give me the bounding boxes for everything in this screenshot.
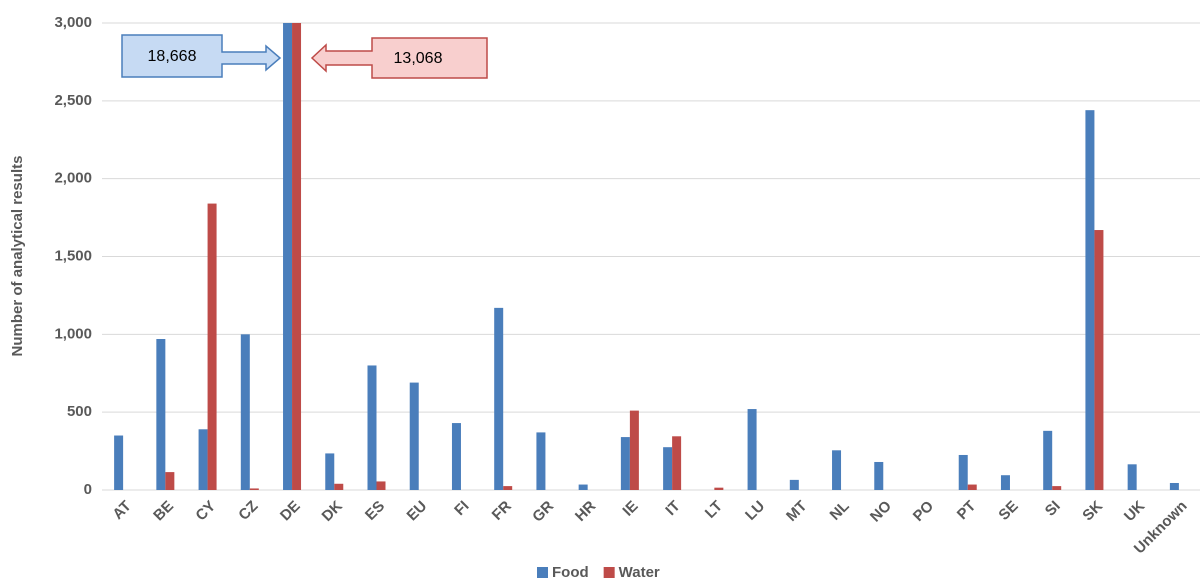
x-tick-label: IT: [662, 498, 683, 519]
bar: [165, 472, 175, 490]
x-tick-label: CZ: [235, 498, 261, 524]
x-tick-label: AT: [109, 498, 134, 523]
bar: [874, 461, 884, 490]
x-tick-label: UK: [1121, 498, 1148, 525]
callout-water: [310, 37, 488, 79]
callout-food: [121, 34, 282, 78]
bar: [958, 454, 968, 490]
bar: [325, 453, 335, 490]
bar: [198, 429, 208, 490]
x-tick-label: DE: [277, 498, 304, 525]
x-tick-label: LT: [702, 498, 726, 522]
x-tick-label: SK: [1079, 498, 1106, 525]
bar: [503, 486, 513, 490]
x-tick-label: SE: [995, 498, 1021, 524]
x-tick-label: FR: [489, 497, 515, 523]
legend-label: Water: [619, 564, 660, 581]
x-tick-label: SI: [1042, 498, 1064, 520]
bar: [240, 334, 250, 490]
x-tick-label: LU: [742, 498, 768, 524]
bar: [1127, 464, 1137, 490]
bar: [1085, 110, 1095, 490]
y-axis-title: Number of analytical results: [9, 156, 26, 357]
bar: [494, 307, 504, 490]
x-tick-label: IE: [619, 498, 641, 520]
legend-swatch: [537, 567, 548, 578]
y-tick-label: 0: [84, 481, 92, 498]
bar: [1094, 230, 1104, 490]
bar: [249, 488, 259, 490]
bar: [967, 484, 977, 490]
y-tick-label: 2,500: [54, 92, 92, 109]
y-tick-label: 500: [67, 403, 92, 420]
bar: [292, 23, 302, 490]
bar: [832, 450, 842, 490]
x-tick-label: PT: [954, 498, 980, 524]
x-tick-label: EU: [404, 498, 431, 525]
bar: [451, 423, 461, 490]
x-tick-label: NL: [827, 498, 853, 524]
y-tick-label: 2,000: [54, 170, 92, 187]
x-tick-label: CY: [192, 498, 219, 525]
bar: [747, 409, 757, 490]
bar: [376, 481, 386, 490]
callout-label: 18,668: [148, 48, 197, 65]
bar: [672, 436, 682, 490]
callout-label: 13,068: [394, 50, 443, 67]
legend-label: Food: [552, 564, 589, 581]
bar: [207, 203, 217, 490]
bar: [367, 365, 377, 490]
x-tick-label: BE: [150, 498, 177, 525]
bar: [620, 437, 630, 490]
x-tick-label: NO: [867, 497, 895, 525]
bar: [1000, 475, 1010, 490]
bar: [578, 484, 588, 490]
x-tick-label: ES: [362, 498, 388, 524]
legend-swatch: [603, 567, 615, 578]
bar: [156, 339, 166, 490]
bar: [283, 23, 293, 490]
bar: [536, 432, 546, 490]
bar: [663, 447, 673, 490]
x-tick-label: DK: [319, 498, 346, 525]
bar: [409, 382, 419, 490]
bar: [1043, 430, 1053, 490]
x-tick-label: GR: [529, 497, 557, 525]
y-tick-label: 1,500: [54, 247, 92, 264]
bar: [114, 435, 124, 490]
y-tick-label: 3,000: [54, 14, 92, 31]
x-tick-label: PO: [910, 497, 938, 525]
x-tick-label: MT: [783, 498, 810, 525]
bar: [1169, 482, 1179, 490]
bar: [629, 410, 639, 490]
bar: [714, 487, 724, 490]
bar: [1052, 486, 1062, 490]
bar: [789, 479, 799, 490]
x-tick-label: HR: [572, 498, 599, 525]
x-tick-label: FI: [451, 498, 472, 519]
y-tick-label: 1,000: [54, 325, 92, 342]
bar: [334, 483, 344, 490]
